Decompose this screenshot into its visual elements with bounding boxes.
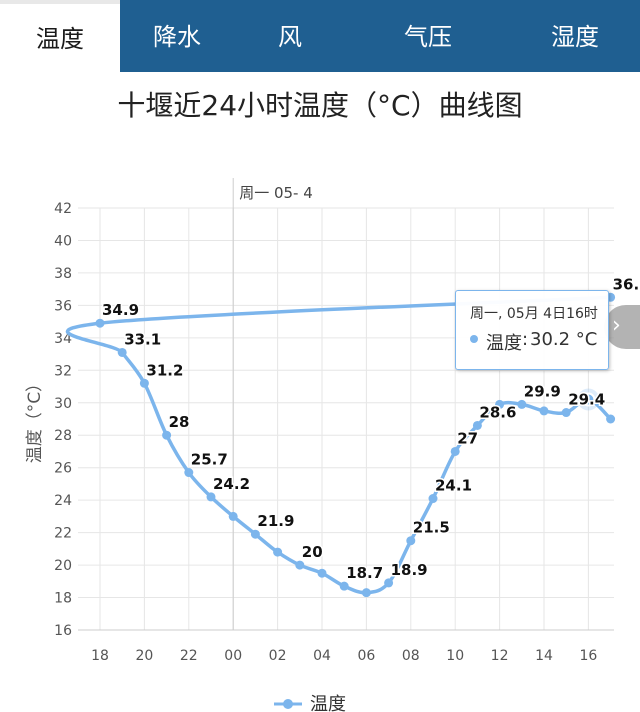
data-point	[339, 581, 349, 591]
data-label: 29.4	[568, 391, 605, 409]
tab-humidity[interactable]: 湿度	[551, 23, 599, 51]
data-point	[162, 430, 172, 440]
y-tick-label: 24	[54, 493, 72, 509]
y-tick-label: 30	[54, 396, 72, 412]
tooltip-header: 周一, 05月 4日16时	[470, 306, 598, 322]
y-tick-label: 18	[54, 591, 72, 607]
x-tick-label: 14	[535, 648, 553, 664]
x-tick-label: 20	[135, 648, 153, 664]
y-tick-label: 40	[54, 233, 72, 249]
data-point	[139, 378, 149, 388]
x-tick-label: 10	[446, 648, 464, 664]
data-point	[250, 529, 260, 539]
tooltip-series-name: 温度	[486, 333, 522, 354]
data-label: 29.9	[524, 382, 561, 400]
x-tick-label: 18	[91, 648, 109, 664]
data-point	[273, 547, 283, 557]
x-tick-label: 16	[579, 648, 597, 664]
x-tick-label: 22	[180, 648, 198, 664]
data-label: 21.9	[257, 512, 294, 530]
data-label: 28	[169, 413, 190, 431]
tab-pressure[interactable]: 气压	[404, 23, 452, 51]
data-label: 21.5	[413, 519, 450, 537]
data-point	[384, 578, 394, 588]
legend-label: 温度	[310, 694, 346, 712]
tab-bar: 温度 降水 风 气压 湿度	[0, 0, 640, 74]
data-label: 18.7	[346, 564, 383, 582]
y-tick-label: 32	[54, 363, 72, 379]
data-label: 24.2	[213, 475, 250, 493]
y-tick-label: 20	[54, 558, 72, 574]
y-tick-label: 26	[54, 461, 72, 477]
data-point	[228, 511, 238, 521]
data-label: 18.9	[391, 561, 428, 579]
x-tick-label: 06	[357, 648, 375, 664]
data-point	[581, 392, 596, 407]
data-point	[606, 414, 616, 424]
chart-tooltip: 周一, 05月 4日16时 温度 : 30.2 °C	[455, 290, 609, 370]
y-tick-label: 28	[54, 428, 72, 444]
y-tick-label: 38	[54, 266, 72, 282]
data-point	[406, 536, 416, 546]
data-point	[184, 468, 194, 478]
data-point	[517, 399, 527, 409]
x-tick-label: 02	[269, 648, 287, 664]
tab-precipitation[interactable]: 降水	[153, 23, 201, 51]
data-label: 31.2	[146, 361, 183, 379]
day-marker-label: 周一 05- 4	[239, 184, 313, 202]
data-point	[472, 420, 482, 430]
legend-marker-icon	[283, 699, 293, 709]
data-point	[361, 588, 371, 598]
x-tick-label: 08	[402, 648, 420, 664]
data-label: 24.1	[435, 477, 472, 495]
data-label: 33.1	[124, 330, 161, 348]
x-tick-label: 00	[224, 648, 242, 664]
data-point	[317, 568, 327, 578]
y-tick-label: 22	[54, 526, 72, 542]
tab-strip	[120, 0, 640, 72]
y-tick-label: 16	[54, 623, 72, 639]
tab-wind[interactable]: 风	[278, 23, 302, 51]
data-point	[450, 446, 460, 456]
tooltip-value: 30.2 °C	[530, 329, 598, 350]
data-label: 36.5	[613, 275, 640, 293]
data-point	[495, 399, 505, 409]
data-point	[206, 492, 216, 502]
y-tick-label: 42	[54, 201, 72, 217]
y-tick-label: 36	[54, 298, 72, 314]
data-point	[95, 318, 105, 328]
data-point	[561, 408, 571, 418]
data-label: 34.9	[102, 301, 139, 319]
tab-temperature[interactable]: 温度	[0, 0, 120, 74]
data-point	[117, 347, 127, 357]
data-label: 28.6	[479, 403, 516, 421]
data-label: 25.7	[191, 451, 228, 469]
tooltip-colon: :	[522, 329, 529, 350]
data-point	[539, 406, 549, 416]
data-point	[428, 494, 438, 504]
data-point	[295, 560, 305, 570]
x-tick-label: 04	[313, 648, 331, 664]
y-axis-title: 温度（°C）	[25, 375, 45, 463]
data-label: 27	[457, 429, 478, 447]
next-arrow-button[interactable]: ›	[604, 305, 640, 349]
chart-title: 十堰近24小时温度（°C）曲线图	[117, 89, 523, 122]
y-tick-label: 34	[54, 331, 72, 347]
tooltip-series-dot-icon	[470, 335, 478, 343]
chevron-right-icon: ›	[612, 313, 621, 338]
x-tick-label: 12	[491, 648, 509, 664]
data-label: 20	[302, 543, 323, 561]
